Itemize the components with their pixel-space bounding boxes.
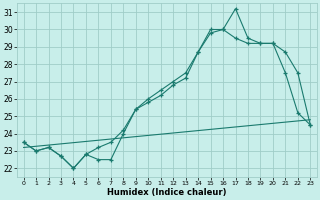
X-axis label: Humidex (Indice chaleur): Humidex (Indice chaleur) [107,188,227,197]
